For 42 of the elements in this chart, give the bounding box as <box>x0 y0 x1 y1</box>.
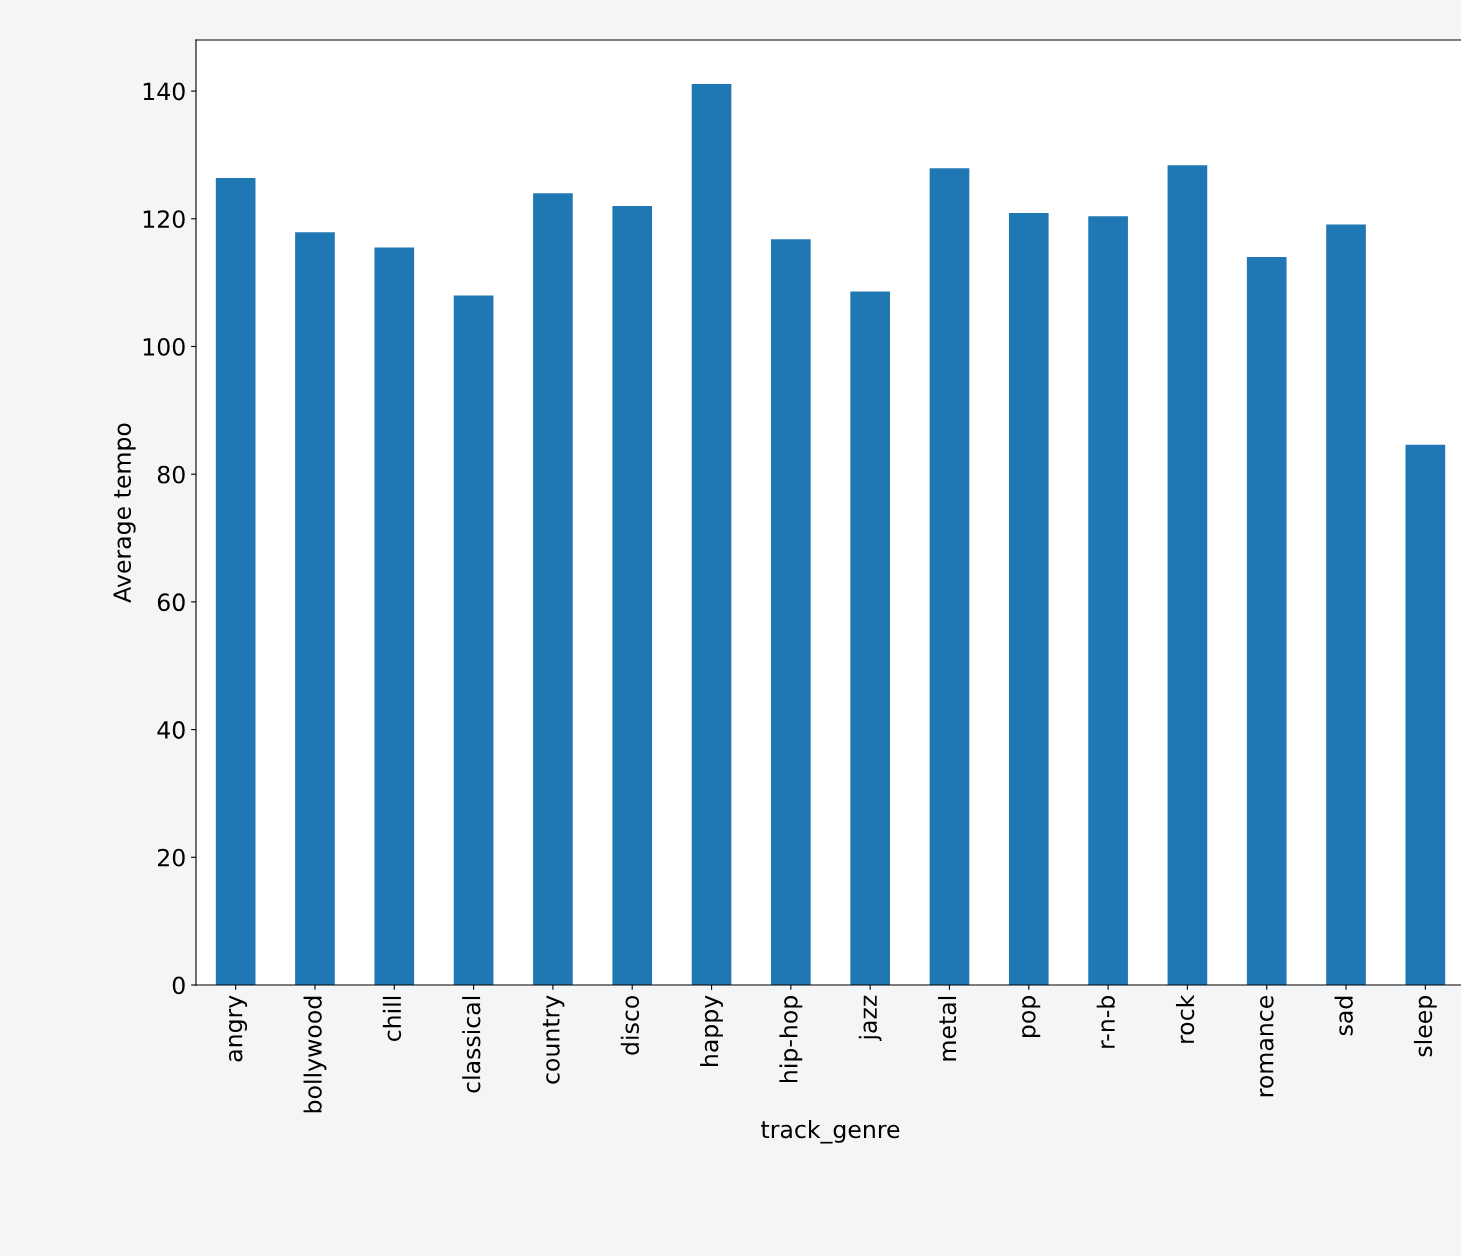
bar <box>691 84 732 985</box>
y-axis-title: Average tempo <box>113 423 136 603</box>
bar <box>1088 216 1128 985</box>
x-tick-label: classical <box>462 996 481 1093</box>
x-tick-label: chill <box>382 996 402 1042</box>
y-tick-label: 40 <box>157 721 185 739</box>
bar <box>1246 257 1287 985</box>
x-tick-label: metal <box>938 996 957 1061</box>
y-tick-label: 0 <box>172 976 185 995</box>
x-axis-title: track_genre <box>761 1120 900 1144</box>
bar <box>850 291 890 985</box>
x-tick-label: angry <box>228 995 248 1062</box>
x-tick-label: pop <box>1022 996 1041 1037</box>
x-tick-label: bollywood <box>303 996 327 1113</box>
bar <box>295 232 335 985</box>
y-tick-label: 140 <box>143 82 185 101</box>
x-tick-label: country <box>542 995 565 1084</box>
y-tick-label: 120 <box>143 210 185 229</box>
bar <box>929 168 970 985</box>
bar <box>1167 165 1208 985</box>
y-tick-label: 100 <box>143 337 185 356</box>
bar <box>771 239 811 985</box>
bar <box>1405 444 1446 985</box>
bar <box>453 295 494 985</box>
bar <box>374 247 415 985</box>
y-tick-label: 60 <box>157 593 185 612</box>
x-tick-label: rock <box>1175 994 1195 1043</box>
y-tick-label: 20 <box>157 848 185 867</box>
bar <box>533 193 573 985</box>
bar <box>1326 224 1366 985</box>
y-tick-label: 80 <box>157 465 185 484</box>
x-tick-label: r-n-b <box>1096 996 1115 1048</box>
x-tick-label: disco <box>620 996 640 1055</box>
x-tick-label: hip-hop <box>779 996 803 1083</box>
x-tick-label: jazz <box>858 995 882 1041</box>
bar <box>612 206 653 985</box>
x-tick-label: sleep <box>1413 996 1437 1057</box>
bar <box>1008 213 1049 985</box>
x-tick-label: romance <box>1260 995 1274 1097</box>
x-tick-label: happy <box>700 995 723 1066</box>
x-tick-label: sad <box>1334 996 1353 1036</box>
bar <box>215 177 256 985</box>
